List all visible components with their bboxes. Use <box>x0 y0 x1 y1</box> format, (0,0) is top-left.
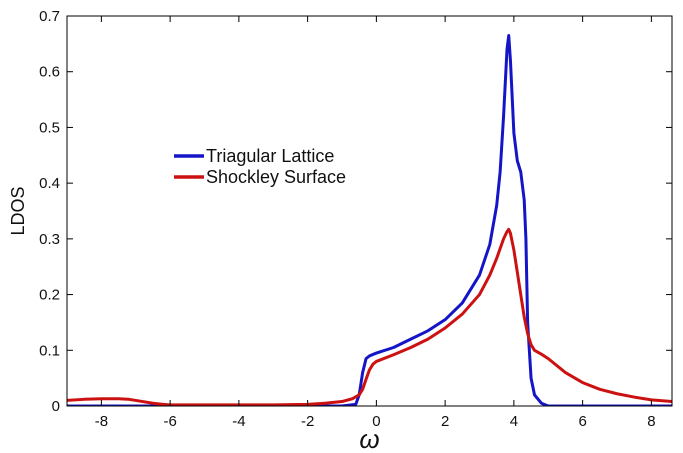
y-axis-label: LDOS <box>8 186 28 235</box>
tick-labels: -8 -6 -4 -2 0 2 4 6 8 0 0.1 0.2 0.3 0.4 0.5 0.6 0.7 <box>39 8 655 430</box>
y-tick-label: 0.1 <box>39 342 60 359</box>
y-tick-label: 0.2 <box>39 287 60 304</box>
axis-ticks <box>67 15 672 407</box>
x-tick-label: 0 <box>372 413 380 430</box>
legend-label-shockley-surface: Shockley Surface <box>206 167 346 187</box>
x-tick-label: -6 <box>163 413 176 430</box>
x-tick-label: 6 <box>578 413 586 430</box>
legend-label-triagular-lattice: Triagular Lattice <box>206 146 334 166</box>
plot-frame <box>66 15 673 407</box>
x-axis-label: ω <box>359 424 379 453</box>
x-tick-label: 4 <box>510 413 518 430</box>
series-lines <box>67 34 672 406</box>
y-tick-label: 0.4 <box>39 175 60 192</box>
x-tick-label: 2 <box>441 413 449 430</box>
series-line-shockley-surface <box>67 227 672 406</box>
series-line-triagular-lattice <box>67 34 672 406</box>
y-tick-label: 0.5 <box>39 119 60 136</box>
x-tick-label: -2 <box>301 413 314 430</box>
y-tick-label: 0 <box>52 398 60 415</box>
x-tick-label: 8 <box>647 413 655 430</box>
y-tick-label: 0.6 <box>39 64 60 81</box>
x-tick-label: -4 <box>232 413 245 430</box>
x-tick-label: -8 <box>95 413 108 430</box>
y-tick-label: 0.7 <box>39 8 60 25</box>
y-tick-label: 0.3 <box>39 231 60 248</box>
